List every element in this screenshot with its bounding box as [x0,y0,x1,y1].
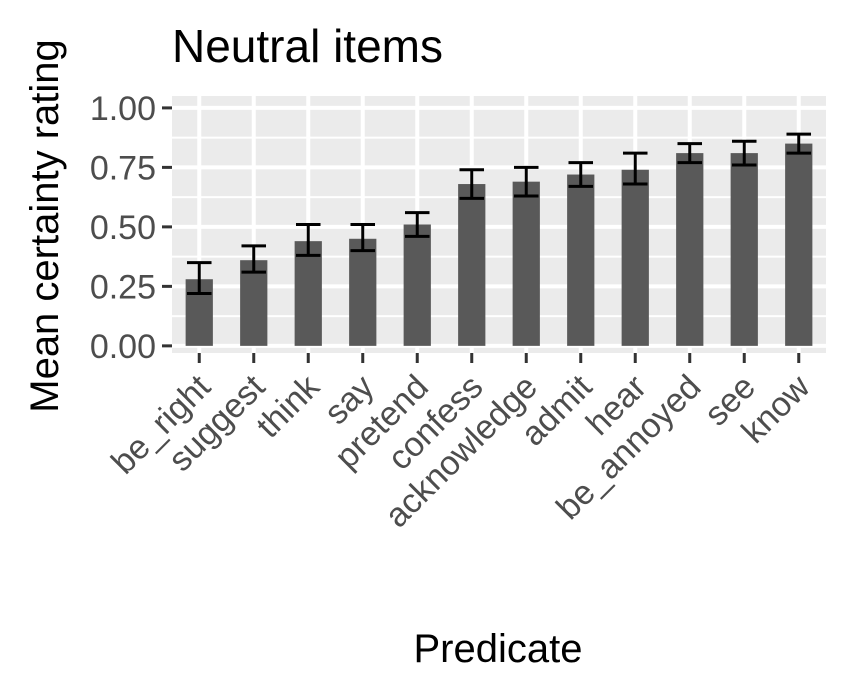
x-axis-title: Predicate [414,627,583,671]
error-bar-know [786,132,812,155]
bar-confess [458,184,486,346]
y-axis-title: Mean certainty rating [23,39,67,413]
bar-see [730,153,758,346]
y-tick-label: 1.00 [90,90,156,128]
error-bar-hear [622,151,648,186]
error-bar-suggest [241,244,267,274]
error-bars [186,132,812,296]
x-axis: be_rightsuggestthinksaypretendconfessack… [104,353,818,535]
bar-suggest [240,260,268,346]
bar-pretend [403,224,431,346]
y-tick-label: 0.25 [90,268,156,306]
grid-minor [172,136,826,318]
bar-acknowledge [512,181,540,346]
error-bar-admit [568,161,594,188]
bar-admit [567,174,595,346]
error-bar-confess [459,168,485,200]
error-bar-think [295,223,321,257]
bar-know [785,143,813,346]
error-bar-be_annoyed [677,142,703,165]
error-bar-pretend [404,211,430,238]
y-tick-label: 0.00 [90,328,156,366]
plot-panel [172,96,826,353]
bar-think [294,241,322,346]
x-tick-label-think: think [249,367,327,445]
error-bar-say [350,223,376,253]
y-axis: 0.00 0.25 0.50 0.75 1.00 [90,90,172,366]
bar-hear [621,169,649,346]
bar-be_annoyed [676,153,704,346]
bar-say [349,238,377,346]
y-tick-label: 0.75 [90,149,156,187]
error-bar-be_right [186,261,212,296]
y-tick-label: 0.50 [90,209,156,247]
error-bar-see [731,139,757,167]
chart-title: Neutral items [172,20,443,72]
error-bar-acknowledge [513,165,539,198]
bars [185,143,813,346]
